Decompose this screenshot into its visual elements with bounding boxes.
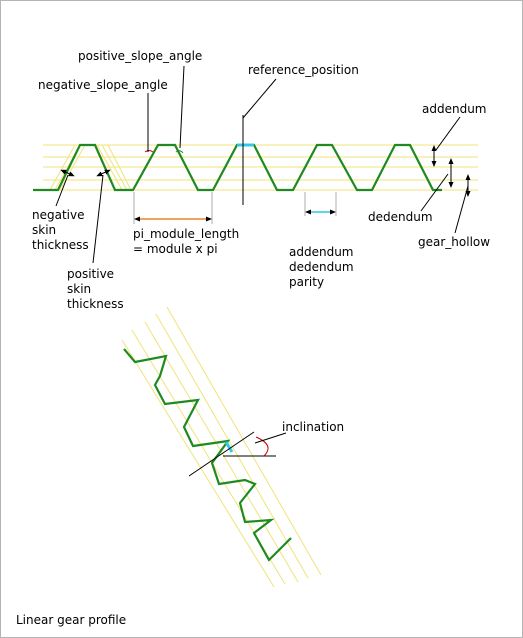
addendum-label: addendum xyxy=(422,102,487,116)
negative-skin-label-2: skin xyxy=(32,223,56,237)
inclination-leader xyxy=(254,432,287,444)
parity-label-2: dedendum xyxy=(289,260,354,274)
positive-slope-angle-label: positive_slope_angle xyxy=(78,49,202,63)
pi-module-length-label-1: pi_module_length xyxy=(133,227,239,241)
parity-label-1: addendum xyxy=(289,245,354,259)
inclined-reference-mark xyxy=(224,441,234,453)
negative-slope-angle-arc xyxy=(144,150,154,153)
inclined-guide-lines xyxy=(121,306,322,588)
positive-skin-label-1: positive xyxy=(67,267,114,281)
parity-label-3: parity xyxy=(289,275,324,289)
negative-skin-label-1: negative xyxy=(32,208,84,222)
positive-slope-angle-leader xyxy=(179,65,185,149)
negative-slope-angle-label: negative_slope_angle xyxy=(38,78,168,92)
positive-skin-label-3: thickness xyxy=(67,297,124,311)
inclined-rack-profile xyxy=(123,348,292,562)
negative-skin-thickness-arrow xyxy=(60,169,75,177)
gear-hollow-label: gear_hollow xyxy=(418,235,490,249)
pi-module-length-label-2: = module x pi xyxy=(133,242,218,256)
positive-skin-thickness-leader xyxy=(92,174,104,264)
positive-skin-label-2: skin xyxy=(67,282,91,296)
positive-slope-angle-arc xyxy=(175,150,184,154)
inclination-reference-line xyxy=(188,431,255,477)
inclination-angle-arc xyxy=(255,436,269,457)
dedendum-leader xyxy=(420,173,449,212)
dedendum-label: dedendum xyxy=(368,210,433,224)
gear-hollow-leader xyxy=(454,185,469,234)
inclination-label: inclination xyxy=(282,420,344,434)
negative-skin-thickness-leader xyxy=(55,174,69,207)
reference-position-label: reference_position xyxy=(248,63,359,77)
negative-skin-label-3: thickness xyxy=(32,238,89,252)
figure-caption: Linear gear profile xyxy=(16,613,126,627)
positive-skin-thickness-arrow xyxy=(96,169,111,177)
addendum-leader xyxy=(435,116,461,151)
reference-position-leader xyxy=(242,78,277,119)
